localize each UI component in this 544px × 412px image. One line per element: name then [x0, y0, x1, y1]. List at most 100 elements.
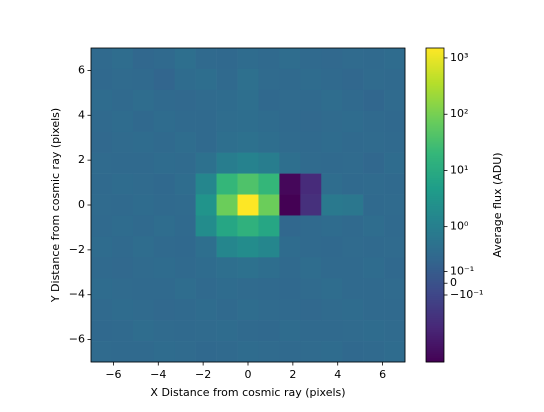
- colorbar-segment: [426, 276, 444, 279]
- colorbar-segment: [426, 126, 444, 129]
- colorbar-segment: [426, 244, 444, 247]
- heatmap-cell: [111, 236, 134, 258]
- colorbar-segment: [426, 334, 444, 337]
- heatmap-cell: [111, 215, 134, 237]
- heatmap-cell: [363, 173, 385, 195]
- colorbar-segment: [426, 130, 444, 133]
- colorbar-segment: [426, 54, 444, 57]
- colorbar-segment: [426, 112, 444, 115]
- heatmap-cell: [174, 236, 196, 258]
- heatmap-cell: [216, 173, 238, 195]
- heatmap-cell: [279, 341, 301, 363]
- heatmap-cell: [132, 110, 155, 133]
- heatmap-cell: [279, 236, 301, 258]
- heatmap-cell: [384, 173, 406, 195]
- colorbar-segment: [426, 160, 444, 163]
- colorbar-segment: [426, 248, 444, 251]
- heatmap-cell: [363, 299, 385, 321]
- colorbar-segment: [426, 104, 444, 107]
- colorbar-segment: [426, 50, 444, 53]
- heatmap-cell: [237, 194, 259, 216]
- heatmap-cell: [111, 173, 134, 195]
- heatmap-cell: [321, 89, 343, 112]
- colorbar-segment: [426, 312, 444, 315]
- colorbar-segment: [426, 350, 444, 353]
- heatmap-cell: [384, 194, 406, 216]
- colorbar-segment: [426, 170, 444, 173]
- heatmap-cell: [111, 89, 134, 112]
- heatmap-cell: [258, 110, 280, 133]
- colorbar-segment: [426, 356, 444, 359]
- colorbar-segment: [426, 162, 444, 165]
- heatmap-cell: [384, 236, 406, 258]
- colorbar-segment: [426, 210, 444, 213]
- colorbar-segment: [426, 310, 444, 313]
- heatmap-cell: [153, 68, 176, 91]
- heatmap-cell: [132, 194, 155, 216]
- heatmap-cell: [216, 236, 238, 258]
- heatmap-cell: [111, 194, 134, 216]
- colorbar-tick-label: 10²: [450, 107, 468, 120]
- colorbar-segment: [426, 124, 444, 127]
- colorbar-segment: [426, 134, 444, 137]
- colorbar-segment: [426, 116, 444, 119]
- colorbar-segment: [426, 102, 444, 105]
- heatmap-cell: [132, 278, 155, 300]
- colorbar-segment: [426, 84, 444, 87]
- heatmap-cell: [279, 152, 301, 174]
- colorbar-segment: [426, 360, 444, 363]
- colorbar-segment: [426, 166, 444, 169]
- heatmap-cell: [111, 68, 134, 91]
- colorbar-segment: [426, 186, 444, 189]
- heatmap-cell: [195, 89, 217, 112]
- heatmap-cell: [237, 278, 259, 300]
- heatmap-cell: [342, 194, 364, 216]
- heatmap-cell: [153, 131, 176, 153]
- colorbar-segment: [426, 132, 444, 135]
- colorbar-segment: [426, 256, 444, 259]
- heatmap-cell: [216, 131, 238, 153]
- colorbar-segment: [426, 346, 444, 349]
- heatmap-cell: [153, 173, 176, 195]
- heatmap-cell: [300, 215, 322, 237]
- colorbar-segment: [426, 246, 444, 249]
- heatmap-cell: [258, 215, 280, 237]
- heatmap-cell: [384, 341, 406, 363]
- heatmap-cell: [258, 48, 280, 70]
- colorbar-segment: [426, 86, 444, 89]
- colorbar-segment: [426, 96, 444, 99]
- heatmap-cell: [363, 341, 385, 363]
- colorbar-segment: [426, 316, 444, 319]
- heatmap-cell: [384, 68, 406, 91]
- heatmap-cell: [91, 299, 113, 321]
- x-tick-label: 2: [289, 368, 296, 381]
- heatmap-cell: [153, 194, 176, 216]
- colorbar-segment: [426, 178, 444, 181]
- heatmap-cell: [342, 236, 364, 258]
- heatmap-cell: [153, 320, 176, 342]
- colorbar-segment: [426, 342, 444, 345]
- heatmap-cell: [342, 110, 364, 133]
- colorbar-segment: [426, 76, 444, 79]
- heatmap-cell: [321, 68, 343, 91]
- colorbar-segment: [426, 286, 444, 289]
- heatmap-cell: [258, 299, 280, 321]
- heatmap-cell: [279, 173, 301, 195]
- colorbar-segment: [426, 328, 444, 331]
- heatmap-cell: [300, 341, 322, 363]
- heatmap-cell: [195, 194, 217, 216]
- heatmap-cell: [91, 68, 113, 91]
- colorbar-segment: [426, 262, 444, 265]
- heatmap-cell: [91, 236, 113, 258]
- heatmap-cell: [237, 173, 259, 195]
- heatmap-cell: [216, 299, 238, 321]
- heatmap-cell: [153, 48, 176, 70]
- colorbar-segment: [426, 78, 444, 81]
- colorbar-segment: [426, 164, 444, 167]
- heatmap-cell: [279, 257, 301, 279]
- colorbar-segment: [426, 122, 444, 125]
- heatmap-cell: [174, 131, 196, 153]
- heatmap-cell: [258, 341, 280, 363]
- heatmap-cell: [342, 215, 364, 237]
- heatmap-cell: [216, 215, 238, 237]
